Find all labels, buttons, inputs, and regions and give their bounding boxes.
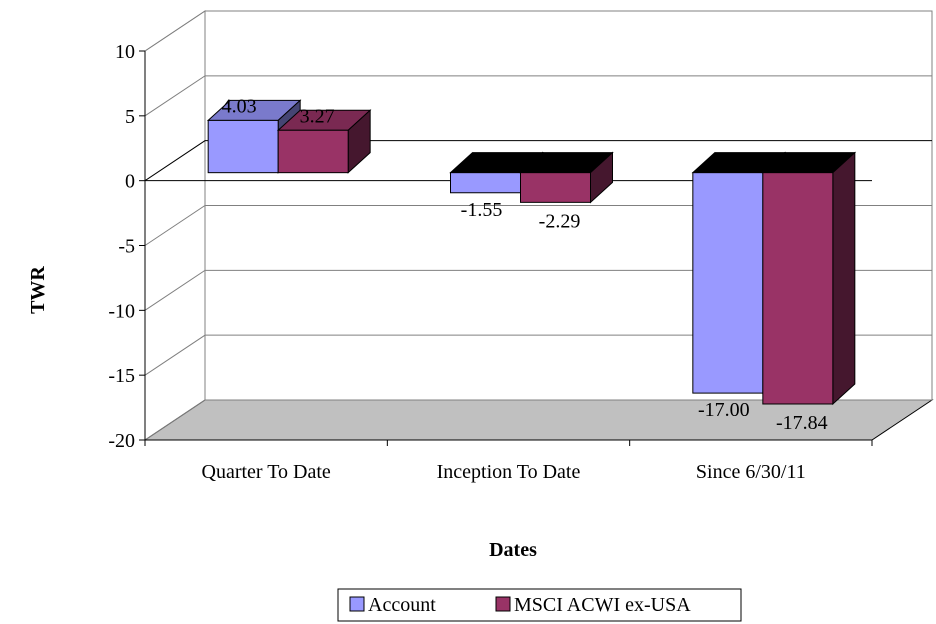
tick-labels: 10 5 0 -5 -10 -15 -20 Quarter To Date Inception … [108, 41, 805, 483]
data-label: -1.55 [461, 199, 503, 221]
legend-swatch [349, 596, 365, 612]
gridline [144, 10, 932, 52]
gridline [144, 75, 932, 117]
data-label: 3.27 [300, 105, 335, 127]
gridline [144, 269, 932, 311]
data-label: -17.00 [698, 399, 750, 421]
data-label: 4.03 [222, 95, 257, 117]
bar [276, 109, 372, 174]
gridline [144, 140, 932, 182]
bar-front-face [520, 172, 591, 203]
legend-box [337, 588, 742, 622]
legend: Account MSCI ACWI ex-USA [337, 588, 742, 622]
y-tick-label: -20 [108, 430, 135, 452]
legend-swatch [495, 596, 511, 612]
y-tick-label: -10 [108, 300, 135, 322]
data-labels: 4.03 3.27 -1.55 -2.29 -17.00 -17.84 [222, 95, 828, 434]
gridlines [144, 10, 932, 376]
legend-label: MSCI ACWI ex-USA [514, 594, 691, 616]
bars [206, 99, 857, 406]
gridline [144, 334, 932, 376]
x-tick-label: Since 6/30/11 [696, 461, 806, 483]
bar [519, 151, 614, 204]
bar [761, 151, 857, 406]
y-tick-label: 0 [125, 171, 135, 193]
bar-front-face [692, 172, 764, 394]
data-label: -2.29 [539, 210, 581, 232]
bar-side-face [832, 151, 856, 406]
bar-front-face [207, 119, 279, 174]
gridline [144, 205, 932, 246]
bar-front-face [762, 172, 834, 405]
y-tick-label: 5 [125, 106, 135, 128]
bar-front-face [277, 129, 349, 174]
data-label: -17.84 [776, 412, 828, 434]
x-tick-label: Inception To Date [437, 461, 581, 483]
y-tick-label: -15 [108, 365, 135, 387]
y-tick-label: 10 [115, 41, 135, 63]
y-tick-label: -5 [118, 236, 135, 258]
y-axis-title: TWR [27, 266, 49, 314]
legend-label: Account [368, 594, 436, 616]
x-axis-title: Dates [489, 539, 537, 561]
x-tick-label: Quarter To Date [202, 461, 331, 483]
bar-front-face [450, 172, 521, 194]
